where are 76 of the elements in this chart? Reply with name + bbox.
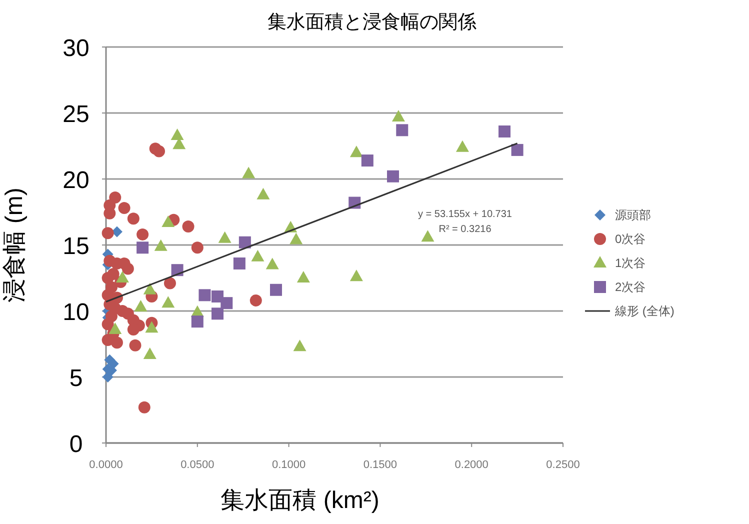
point	[270, 284, 282, 296]
point	[256, 188, 270, 200]
y-tick-label: 0	[69, 431, 83, 458]
point	[198, 289, 211, 302]
point	[511, 144, 524, 156]
point	[218, 231, 232, 243]
x-tick-label: 0.1000	[272, 459, 306, 471]
y-tick-label: 10	[62, 299, 90, 326]
point	[154, 239, 168, 251]
point	[143, 282, 156, 294]
point	[242, 166, 256, 178]
y-tick-label: 5	[69, 365, 83, 392]
point	[164, 277, 176, 290]
x-tick-label: 0.2500	[546, 459, 580, 471]
point	[250, 294, 262, 306]
point	[138, 401, 150, 414]
point	[233, 257, 246, 270]
legend-label: 源頭部	[615, 208, 651, 222]
x-tick-label: 0.1500	[363, 459, 398, 471]
point	[136, 228, 149, 240]
legend-label: 1次谷	[615, 256, 646, 270]
point	[116, 271, 129, 282]
point	[122, 262, 134, 275]
annotation: R² = 0.3216	[438, 224, 492, 235]
point	[102, 372, 114, 382]
y-tick-label: 30	[62, 35, 90, 62]
point	[143, 348, 156, 360]
point	[266, 258, 279, 270]
point	[361, 154, 374, 167]
point	[118, 202, 130, 214]
point	[212, 308, 224, 320]
y-tick-label: 25	[62, 101, 90, 128]
y-axis-title: 浸食幅 (m)	[1, 188, 28, 302]
x-tick-label: 0.2000	[454, 459, 488, 471]
point	[110, 336, 123, 349]
x-axis-title: 集水面積 (km²)	[220, 487, 380, 514]
point	[392, 110, 405, 122]
point	[182, 220, 194, 233]
point	[396, 124, 408, 136]
legend-label: 2次谷	[615, 280, 646, 294]
point	[153, 145, 166, 158]
point	[386, 170, 399, 182]
point	[127, 212, 140, 225]
legend-label: 線形 (全体)	[614, 304, 674, 318]
point	[421, 230, 434, 242]
point	[145, 321, 158, 333]
point	[290, 232, 303, 244]
x-tick-label: 0.0000	[89, 459, 123, 471]
legend-label: 0次谷	[615, 232, 646, 246]
chart-title: 集水面積と浸食幅の関係	[268, 12, 476, 33]
point	[162, 296, 175, 308]
point	[350, 270, 363, 282]
point	[251, 250, 264, 262]
point	[127, 323, 140, 336]
y-tick-label: 15	[62, 233, 90, 260]
point	[102, 272, 114, 284]
point	[296, 271, 310, 282]
point	[350, 146, 363, 158]
point	[136, 242, 149, 254]
point	[191, 316, 204, 328]
y-tick-label: 20	[62, 167, 90, 194]
point	[129, 339, 142, 352]
point	[134, 300, 148, 312]
point	[102, 227, 114, 240]
x-tick-label: 0.0500	[180, 459, 214, 471]
point	[170, 128, 184, 140]
point	[498, 125, 511, 138]
annotation: y = 53.155x + 10.731	[418, 209, 512, 220]
point	[238, 236, 251, 248]
point	[102, 318, 114, 330]
point	[191, 242, 204, 254]
point	[293, 340, 306, 352]
point	[456, 140, 469, 152]
point	[162, 216, 175, 228]
point	[108, 322, 122, 334]
point	[220, 297, 233, 310]
